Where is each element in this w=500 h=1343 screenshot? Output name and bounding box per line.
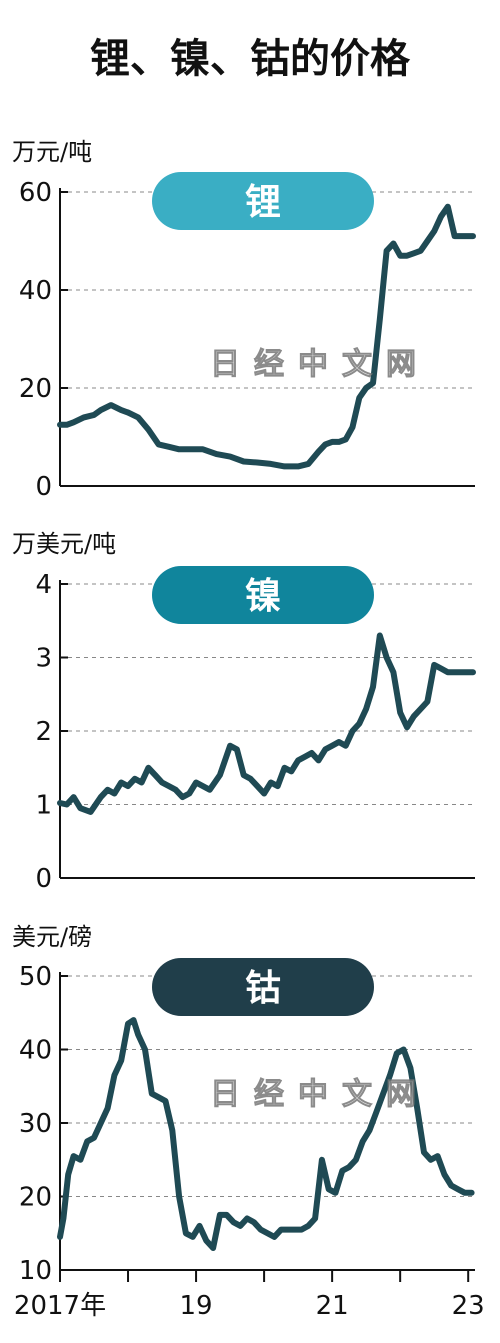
y-tick-label: 20 bbox=[19, 374, 52, 404]
y-tick-label: 0 bbox=[35, 472, 52, 502]
x-tick-label: 19 bbox=[180, 1291, 213, 1321]
chart-title: 锂、镍、钴的价格 bbox=[90, 36, 411, 82]
y-tick-label: 3 bbox=[35, 644, 52, 674]
watermark: 日经中文网 bbox=[210, 347, 430, 382]
y-tick-label: 4 bbox=[35, 570, 52, 600]
x-axis: 2017年 19 21 23 bbox=[14, 1270, 485, 1321]
badge-pill bbox=[152, 172, 374, 230]
y-tick-label: 20 bbox=[19, 1183, 52, 1213]
badge-label: 钴 bbox=[245, 968, 281, 1009]
y-unit-label: 万美元/吨 bbox=[12, 530, 116, 558]
price-line-1 bbox=[57, 632, 476, 815]
y-tick-label: 50 bbox=[19, 962, 52, 992]
y-tick-label: 60 bbox=[19, 178, 52, 208]
y-unit-label: 美元/磅 bbox=[12, 923, 92, 951]
y-tick-label: 40 bbox=[19, 276, 52, 306]
watermark: 日经中文网 bbox=[210, 1077, 430, 1112]
badge-pill bbox=[152, 566, 374, 624]
badge-pill bbox=[152, 958, 374, 1016]
y-tick-label: 30 bbox=[19, 1109, 52, 1139]
x-tick-label: 21 bbox=[316, 1291, 349, 1321]
y-tick-label: 1 bbox=[35, 791, 52, 821]
y-tick-label: 2 bbox=[35, 717, 52, 747]
badge-label: 镍 bbox=[245, 576, 281, 617]
x-tick-label: 23 bbox=[452, 1291, 485, 1321]
y-tick-label: 0 bbox=[35, 864, 52, 894]
x-tick-label: 2017年 bbox=[14, 1291, 106, 1321]
y-unit-label: 万元/吨 bbox=[12, 138, 92, 166]
y-tick-label: 40 bbox=[19, 1036, 52, 1066]
y-tick-label: 10 bbox=[19, 1256, 52, 1286]
price-line-0 bbox=[57, 203, 476, 470]
panel-1: 万美元/吨 0 1 2 3 4 镍 bbox=[12, 530, 476, 894]
badge-label: 锂 bbox=[245, 182, 281, 223]
price-line-2 bbox=[57, 1017, 475, 1251]
